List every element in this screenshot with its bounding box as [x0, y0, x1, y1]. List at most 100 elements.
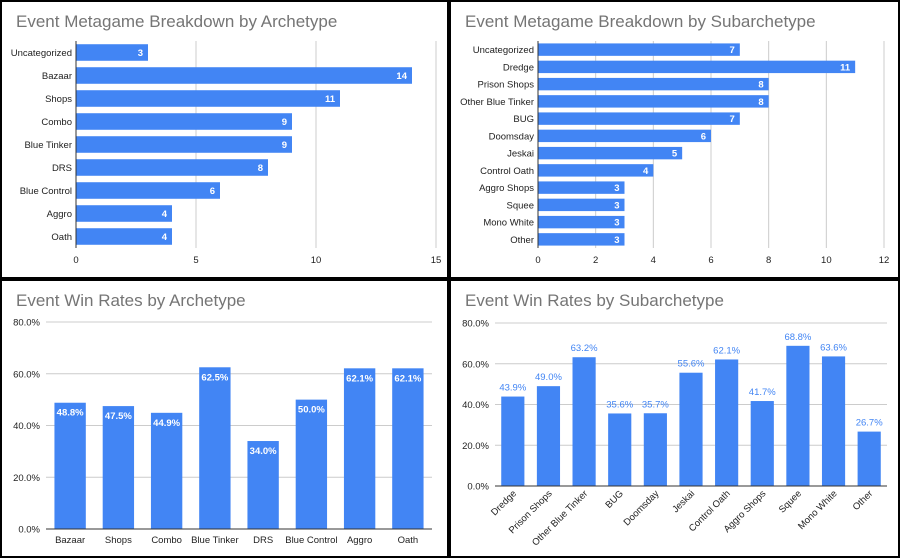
bar — [150, 412, 183, 529]
bar — [538, 181, 625, 194]
data-label: 3 — [614, 183, 619, 194]
y-tick-label: 0.0% — [18, 525, 40, 536]
x-tick-label: 10 — [311, 255, 322, 266]
category-label: Blue Control — [285, 535, 337, 546]
category-label: Oath — [51, 232, 72, 243]
subarchetype-breakdown-panel: Event Metagame Breakdown by Subarchetype… — [451, 2, 898, 277]
data-label: 8 — [258, 163, 263, 174]
data-label: 6 — [210, 186, 215, 197]
bar — [247, 441, 279, 529]
bar — [750, 401, 774, 486]
bar — [608, 413, 632, 486]
archetype-winrate-chart: 0.0% 20.0% 40.0% 60.0% 80.0% 48.8% Bazaar 47.5%… — [13, 318, 432, 546]
bar — [76, 113, 292, 130]
category-label: BUG — [604, 488, 626, 510]
x-tick-label: 6 — [708, 255, 713, 266]
category-label: DRS — [52, 163, 72, 174]
y-tick-label: 40.0% — [13, 421, 40, 432]
subarchetype-breakdown-chart: 0 2 4 6 8 10 12 Uncategorized 7 Dredge 11 Prison Sh… — [460, 41, 890, 266]
x-tick-label: 0 — [535, 255, 540, 266]
data-label: 3 — [138, 48, 143, 59]
data-label: 7 — [730, 45, 735, 56]
data-label: 11 — [840, 62, 851, 73]
category-label: Dredge — [503, 62, 534, 73]
data-label: 4 — [162, 209, 168, 220]
y-tick-label: 20.0% — [462, 441, 489, 452]
category-label: Other — [851, 488, 876, 513]
bar — [538, 215, 625, 229]
data-label: 63.2% — [571, 343, 598, 354]
category-label: Aggro — [347, 535, 372, 546]
data-label: 3 — [614, 218, 619, 229]
data-label: 47.5% — [105, 411, 132, 422]
data-label: 9 — [282, 117, 287, 128]
y-tick-label: 80.0% — [462, 319, 489, 330]
category-label: Shops — [105, 535, 132, 546]
data-label: 34.0% — [250, 446, 277, 457]
category-label: Aggro Shops — [479, 183, 534, 194]
data-label: 62.1% — [346, 373, 373, 384]
bar — [392, 368, 424, 529]
data-label: 9 — [282, 140, 287, 151]
data-label: 14 — [396, 71, 407, 82]
archetype-breakdown-panel: Event Metagame Breakdown by Archetype 0 5… — [2, 2, 447, 277]
bar — [199, 367, 231, 529]
bar — [536, 386, 561, 486]
data-label: 35.7% — [642, 399, 669, 410]
category-label: Aggro — [47, 209, 72, 220]
data-label: 63.6% — [820, 342, 847, 353]
category-label: Blue Control — [20, 186, 72, 197]
bar — [538, 146, 683, 160]
data-label: 7 — [730, 114, 735, 125]
data-label: 43.9% — [499, 383, 526, 394]
x-tick-label: 8 — [766, 255, 771, 266]
bar — [343, 368, 376, 529]
x-tick-label: 12 — [879, 255, 890, 266]
bar — [572, 357, 596, 486]
bar — [679, 372, 703, 486]
data-label: 68.8% — [784, 332, 811, 343]
chart-title: Event Win Rates by Archetype — [16, 291, 246, 310]
data-label: 41.7% — [749, 387, 776, 398]
bar — [538, 60, 856, 74]
subarchetype-winrate-panel: Event Win Rates by Subarchetype 0.0% 20.0… — [451, 281, 898, 556]
data-label: 48.8% — [57, 408, 84, 419]
category-label: Bazaar — [42, 71, 72, 82]
x-tick-label: 4 — [651, 255, 656, 266]
x-tick-label: 10 — [821, 255, 832, 266]
x-tick-label: 2 — [593, 255, 598, 266]
bar — [76, 90, 340, 107]
data-label: 35.6% — [606, 399, 633, 410]
category-label: DRS — [253, 535, 273, 546]
category-label: Doomsday — [622, 488, 662, 528]
category-label: Squee — [777, 488, 804, 515]
bar — [857, 431, 881, 486]
bar — [76, 205, 172, 222]
data-label: 4 — [162, 232, 168, 243]
y-tick-label: 80.0% — [13, 318, 40, 329]
category-label: Shops — [45, 94, 72, 105]
archetype-winrate-panel: Event Win Rates by Archetype 0.0% 20.0% 40… — [2, 281, 447, 556]
bar — [538, 198, 625, 212]
data-label: 44.9% — [153, 418, 180, 429]
bar — [501, 396, 525, 486]
data-label: 6 — [701, 131, 706, 142]
bar — [715, 359, 739, 486]
category-label: Prison Shops — [477, 80, 534, 91]
y-tick-label: 40.0% — [462, 400, 489, 411]
category-label: Dredge — [489, 488, 519, 518]
bar — [786, 345, 810, 486]
bar — [54, 402, 86, 529]
category-label: Blue Tinker — [24, 140, 72, 151]
bar — [76, 182, 220, 199]
subarchetype-winrate-chart: 0.0% 20.0% 40.0% 60.0% 80.0% 43.9% Dredge 49.0%… — [462, 319, 887, 548]
bar — [76, 228, 172, 245]
data-label: 62.1% — [394, 373, 421, 384]
data-label: 3 — [614, 200, 619, 211]
bar — [102, 406, 135, 529]
data-label: 62.5% — [201, 372, 228, 383]
category-label: Uncategorized — [473, 45, 534, 56]
data-label: 49.0% — [535, 372, 562, 383]
bar — [538, 112, 740, 125]
data-label: 11 — [325, 94, 336, 105]
